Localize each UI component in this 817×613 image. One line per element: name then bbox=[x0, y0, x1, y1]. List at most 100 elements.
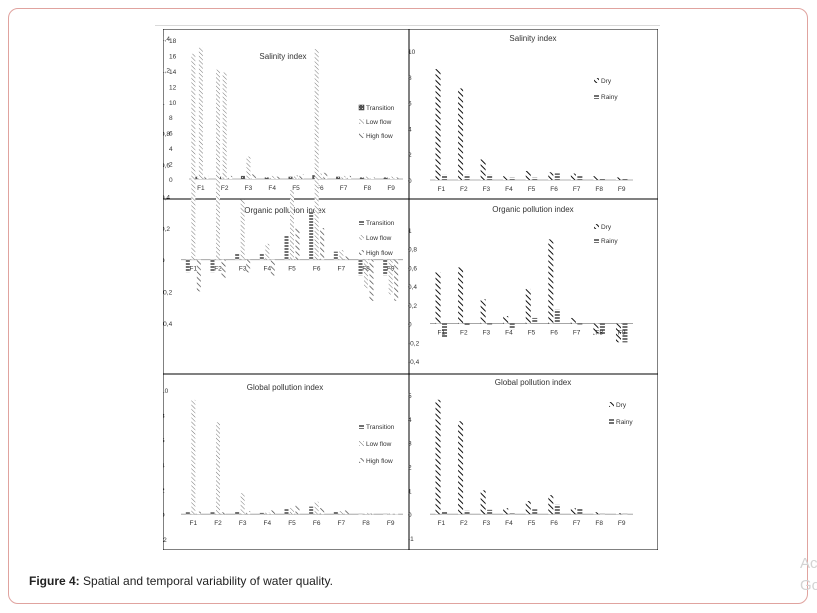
bar-F8-low-flow bbox=[364, 259, 368, 289]
bar-F2-dry bbox=[458, 88, 464, 180]
y-tick-label: 1,2 bbox=[163, 68, 170, 75]
legend-entry: Rainy bbox=[616, 419, 633, 426]
bar-F4-low-flow bbox=[265, 512, 270, 515]
x-tick-label: F2 bbox=[214, 266, 222, 273]
bar-F5-rainy bbox=[532, 317, 538, 324]
bar-F3-dry bbox=[480, 159, 486, 180]
x-tick-label: F5 bbox=[528, 186, 536, 193]
y-tick-label: 12 bbox=[169, 84, 177, 91]
bar-F7-high-flow bbox=[347, 175, 352, 179]
y-tick-label: 1,4 bbox=[163, 36, 170, 43]
bar-F2-low-flow bbox=[216, 422, 220, 515]
y-tick-label: 2 bbox=[163, 487, 165, 494]
legend-entry: High flow bbox=[366, 458, 393, 465]
bar-F9-rainy bbox=[622, 513, 628, 515]
bar-F3-low-flow bbox=[240, 199, 245, 260]
y-tick-label: 0,2 bbox=[163, 226, 170, 233]
legend-entry: Dry bbox=[601, 78, 612, 85]
y-tick-label: 1 bbox=[408, 488, 412, 495]
bar-F7-low-flow bbox=[339, 511, 344, 515]
y-tick-label: 3 bbox=[408, 441, 412, 448]
bar-F5-high-flow bbox=[295, 505, 300, 515]
x-tick-label: F5 bbox=[292, 185, 300, 192]
y-tick-label: 8 bbox=[408, 75, 412, 82]
bar-F2-low-flow bbox=[222, 72, 227, 179]
bar-F6-high-flow bbox=[323, 172, 328, 179]
x-tick-label: F7 bbox=[573, 186, 581, 193]
bar-F7-dry bbox=[570, 317, 576, 324]
legend-swatch bbox=[359, 220, 364, 225]
bar-F6-high-flow bbox=[320, 507, 325, 515]
side-text-1: Ac bbox=[800, 555, 817, 572]
legend-swatch bbox=[359, 119, 364, 124]
bar-F5-high-flow bbox=[295, 228, 300, 260]
bar-F1-transition bbox=[193, 176, 198, 179]
y-tick-label: -0,4 bbox=[163, 321, 173, 328]
bar-F9-low-flow bbox=[388, 259, 393, 295]
x-tick-label: F1 bbox=[190, 266, 198, 273]
x-tick-label: F1 bbox=[437, 330, 445, 337]
bar-F4-rainy bbox=[509, 323, 515, 330]
x-tick-label: F4 bbox=[264, 520, 272, 527]
x-tick-label: F6 bbox=[550, 186, 558, 193]
y-tick-label: 16 bbox=[169, 53, 177, 60]
x-tick-label: F4 bbox=[505, 186, 513, 193]
bar-F1-rainy bbox=[442, 174, 448, 180]
bar-F9-high-flow bbox=[394, 177, 399, 179]
legend-entry: Low flow bbox=[366, 441, 392, 448]
legend-swatch bbox=[359, 250, 364, 255]
bar-F2-rainy bbox=[464, 323, 470, 326]
panel-border bbox=[408, 28, 659, 200]
x-tick-label: F9 bbox=[387, 520, 395, 527]
side-overlay-text: Ac Go bbox=[800, 553, 817, 597]
x-tick-label: F3 bbox=[483, 520, 491, 527]
bar-F7-transition bbox=[333, 251, 338, 260]
x-tick-label: F2 bbox=[460, 186, 468, 193]
chart-title: Global pollution index bbox=[495, 378, 572, 387]
y-tick-label: 0 bbox=[408, 178, 412, 185]
x-tick-label: F6 bbox=[313, 520, 321, 527]
legend-entry: Transition bbox=[366, 220, 395, 227]
y-tick-label: 4 bbox=[408, 126, 412, 133]
bar-F8-transition bbox=[358, 259, 363, 276]
legend-swatch bbox=[359, 458, 364, 463]
bar-F3-rainy bbox=[487, 323, 493, 325]
bar-F3-transition bbox=[235, 253, 240, 260]
x-tick-label: F3 bbox=[483, 186, 491, 193]
y-tick-label: 4 bbox=[408, 417, 412, 424]
chart-title: Organic pollution index bbox=[492, 205, 573, 214]
bar-F1-low-flow bbox=[191, 399, 196, 515]
y-tick-label: 0,4 bbox=[408, 284, 417, 291]
x-tick-label: F2 bbox=[214, 520, 222, 527]
bar-F7-high-flow bbox=[344, 510, 349, 515]
x-tick-label: F8 bbox=[362, 266, 370, 273]
x-tick-label: F3 bbox=[245, 185, 253, 192]
bar-F5-low-flow bbox=[290, 190, 294, 260]
bar-F5-transition bbox=[284, 235, 289, 260]
legend-entry: High flow bbox=[366, 133, 393, 140]
y-tick-label: 0 bbox=[408, 322, 412, 329]
bar-F5-dry bbox=[525, 501, 531, 515]
bar-F8-rainy bbox=[599, 323, 605, 335]
x-tick-label: F9 bbox=[387, 185, 395, 192]
bar-F9-transition bbox=[383, 513, 388, 515]
bar-F8-dry bbox=[593, 176, 599, 180]
x-tick-label: F6 bbox=[313, 266, 321, 273]
y-tick-label: 8 bbox=[169, 115, 173, 122]
bar-F1-low-flow bbox=[191, 53, 196, 260]
figure-panels: Salinity index 0 2 4 6 8 10 12 14 16 18 F1 F2 F3 F4 F5 F… bbox=[161, 28, 659, 551]
x-tick-label: F5 bbox=[528, 330, 536, 337]
x-tick-label: F7 bbox=[573, 330, 581, 337]
bar-F9-dry bbox=[615, 177, 621, 180]
bar-F9-transition bbox=[383, 177, 388, 179]
bar-F1-dry bbox=[435, 399, 441, 515]
legend-swatch bbox=[359, 441, 364, 446]
bar-F6-high-flow bbox=[320, 228, 325, 260]
x-tick-label: F1 bbox=[197, 185, 205, 192]
legend-swatch bbox=[594, 224, 599, 229]
y-tick-label: 10 bbox=[163, 388, 169, 395]
x-tick-label: F8 bbox=[595, 186, 603, 193]
bar-F2-transition bbox=[210, 512, 215, 515]
bar-F3-transition bbox=[240, 175, 245, 179]
bar-F5-dry bbox=[525, 288, 531, 324]
